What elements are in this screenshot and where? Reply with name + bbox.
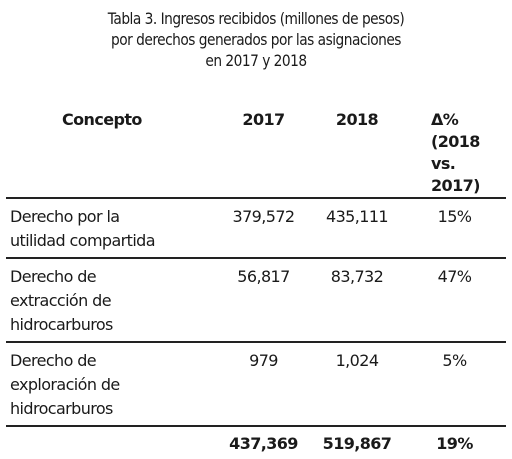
- cell-2017: 56,817: [216, 258, 311, 343]
- total-value-2018: 519,867: [322, 434, 392, 453]
- cell-2017: 979: [216, 342, 311, 427]
- value-2017: 379,572: [232, 207, 296, 226]
- row-label-line: hidrocarburos: [10, 399, 113, 418]
- value-2018: 1,024: [335, 351, 379, 370]
- caption-line-3: en 2017 y 2018: [205, 51, 307, 70]
- table-row: Derecho de extracción de hidrocarburos 5…: [6, 258, 506, 343]
- cell-delta: 15%: [403, 198, 506, 259]
- cell-delta: 47%: [403, 258, 506, 343]
- row-label-line: hidrocarburos: [10, 315, 113, 334]
- total-value-2017: 437,369: [229, 434, 298, 453]
- total-row: 437,369 519,867 19%: [6, 426, 506, 459]
- value-delta: 5%: [442, 351, 467, 370]
- cell-2018: 83,732: [311, 258, 403, 343]
- row-label: Derecho de extracción de hidrocarburos: [6, 258, 216, 343]
- row-label-line: Derecho de: [10, 267, 97, 286]
- row-label-line: Derecho de: [10, 351, 97, 370]
- row-label-line: Derecho por la: [10, 207, 120, 226]
- total-2017: 437,369: [216, 426, 311, 459]
- table-body: Derecho por la utilidad compartida 379,5…: [6, 198, 506, 459]
- row-label-line: extracción de: [10, 291, 112, 310]
- header-delta-line-2: vs. 2017): [431, 154, 480, 195]
- row-label-line: exploración de: [10, 375, 120, 394]
- cell-2018: 1,024: [311, 342, 403, 427]
- value-2018: 435,111: [326, 207, 389, 226]
- header-delta-line-1: Δ% (2018: [431, 110, 480, 151]
- revenue-table: Concepto 2017 2018 Δ% (2018 vs. 2017) De…: [6, 103, 506, 459]
- total-delta: 19%: [403, 426, 506, 459]
- value-delta: 47%: [437, 267, 472, 286]
- table-caption: Tabla 3. Ingresos recibidos (millones de…: [36, 8, 476, 71]
- row-label: Derecho por la utilidad compartida: [6, 198, 216, 259]
- cell-delta: 5%: [403, 342, 506, 427]
- cell-2018: 435,111: [311, 198, 403, 259]
- value-delta: 15%: [437, 207, 472, 226]
- value-2017: 979: [249, 351, 278, 370]
- table-row: Derecho de exploración de hidrocarburos …: [6, 342, 506, 427]
- header-concept: Concepto: [6, 103, 216, 199]
- total-value-delta: 19%: [436, 434, 473, 453]
- row-label-line: utilidad compartida: [10, 231, 156, 250]
- header-2018: 2018: [311, 103, 403, 199]
- caption-line-1: Tabla 3. Ingresos recibidos (millones de…: [107, 9, 405, 28]
- cell-2017: 379,572: [216, 198, 311, 259]
- header-delta: Δ% (2018 vs. 2017): [403, 103, 506, 199]
- total-label: [6, 426, 216, 459]
- table-header: Concepto 2017 2018 Δ% (2018 vs. 2017): [6, 103, 506, 199]
- total-2018: 519,867: [311, 426, 403, 459]
- table-row: Derecho por la utilidad compartida 379,5…: [6, 198, 506, 259]
- value-2017: 56,817: [237, 267, 290, 286]
- caption-line-2: por derechos generados por las asignacio…: [111, 30, 401, 49]
- header-2017: 2017: [216, 103, 311, 199]
- header-row: Concepto 2017 2018 Δ% (2018 vs. 2017): [6, 103, 506, 199]
- value-2018: 83,732: [330, 267, 384, 286]
- row-label: Derecho de exploración de hidrocarburos: [6, 342, 216, 427]
